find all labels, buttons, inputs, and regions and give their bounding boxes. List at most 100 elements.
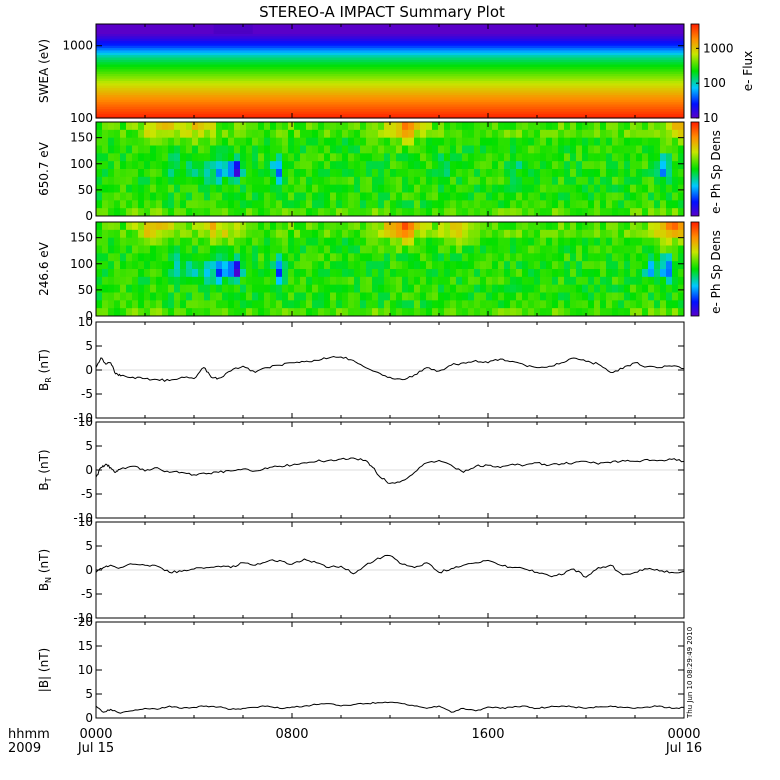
pad246-cell [654, 261, 661, 270]
bt-y-label-sub: T [44, 477, 53, 483]
pad650-cell [180, 200, 187, 209]
bt-y-tick-label: -5 [81, 487, 93, 501]
pad246-cell [300, 229, 307, 239]
pad246-cell [330, 229, 337, 239]
pad246-cell [450, 276, 457, 286]
pad246-cell [672, 245, 679, 254]
pad246-cell [204, 300, 211, 309]
pad650-cell [498, 145, 505, 154]
pad650-cell [504, 137, 511, 146]
pad246-cell [114, 284, 121, 293]
pad246-cell [606, 292, 613, 301]
pad246-cell [534, 253, 541, 262]
pad650-cell [258, 200, 265, 209]
pad650-cell [606, 129, 613, 139]
pad650-cell [654, 176, 661, 186]
pad650-cell [480, 129, 487, 139]
pad246-cell [228, 222, 235, 231]
pad650-cell [174, 122, 181, 131]
pad650-cell [264, 169, 271, 178]
pad246-cell [480, 245, 487, 254]
pad246-cell [420, 308, 427, 317]
pad650-cell [414, 208, 421, 217]
pad246-cell [150, 261, 157, 270]
pad650-cell [192, 129, 199, 139]
pad650-cell [312, 169, 319, 178]
pad246-cell [180, 253, 187, 262]
pad650-cell [330, 122, 337, 131]
pad246-cell [330, 222, 337, 231]
pad650-cell [378, 184, 385, 193]
pad650-cell [330, 129, 337, 139]
pad246-cell [324, 300, 331, 309]
pad246-cell [96, 253, 103, 262]
pad246-cell [168, 269, 175, 278]
pad246-cell [492, 245, 499, 254]
pad650-cell [336, 145, 343, 154]
pad650-cell [522, 145, 529, 154]
pad246-cell [618, 292, 625, 301]
pad650-cell [366, 129, 373, 139]
pad650-cell [408, 176, 415, 186]
pad650-cell [636, 208, 643, 217]
pad246-cell [540, 229, 547, 239]
bt-y-label-main: B [37, 482, 51, 490]
pad246-cell [360, 222, 367, 231]
pad650-cell [330, 169, 337, 178]
pad246-cell [666, 300, 673, 309]
pad246-cell [552, 261, 559, 270]
pad650-cell [138, 161, 145, 170]
pad650-cell [138, 208, 145, 217]
pad650-cell [210, 137, 217, 146]
pad246-cell [114, 229, 121, 239]
pad650-cell [162, 176, 169, 186]
pad246-cell [372, 245, 379, 254]
pad246-cell [384, 292, 391, 301]
pad246-cell [240, 284, 247, 293]
pad650-cell [678, 145, 685, 154]
pad246-cell [354, 261, 361, 270]
pad246-cell [354, 269, 361, 278]
pad246-cell [432, 222, 439, 231]
pad246-cell [258, 276, 265, 286]
pad650-cell [342, 145, 349, 154]
pad246-cell [126, 253, 133, 262]
pad246-cell [588, 308, 595, 317]
pad650-cell [216, 145, 223, 154]
pad650-cell [324, 137, 331, 146]
pad650-cell [282, 208, 289, 217]
pad650-cell [678, 137, 685, 146]
pad650-cell [144, 169, 151, 178]
pad650-cell [510, 192, 517, 201]
pad650-cell [372, 161, 379, 170]
pad246-cell [564, 222, 571, 231]
pad246-cell [270, 261, 277, 270]
pad650-cell [528, 161, 535, 170]
pad246-cell [288, 261, 295, 270]
pad650-cell [192, 184, 199, 193]
pad246-cell [648, 222, 655, 231]
pad650-cell [138, 129, 145, 139]
pad650-cell [396, 161, 403, 170]
pad246-cell [300, 300, 307, 309]
pad650-cell [426, 176, 433, 186]
pad246-cell [168, 276, 175, 286]
pad246-cell [450, 300, 457, 309]
pad650-cell [672, 192, 679, 201]
pad650-cell [180, 176, 187, 186]
pad650-cell [660, 208, 667, 217]
pad650-cell [678, 192, 685, 201]
pad650-cell [522, 176, 529, 186]
pad246-cell [570, 222, 577, 231]
pad650-cell [468, 122, 475, 131]
pad246-cell [306, 284, 313, 293]
pad246-cell [564, 308, 571, 317]
pad246-cell [126, 284, 133, 293]
pad246-cell [390, 292, 397, 301]
pad246-cell [342, 261, 349, 270]
pad650-cell [312, 192, 319, 201]
pad246-cell [480, 269, 487, 278]
pad650-cell [216, 200, 223, 209]
swea-band [96, 78, 684, 81]
pad650-cell [168, 176, 175, 186]
